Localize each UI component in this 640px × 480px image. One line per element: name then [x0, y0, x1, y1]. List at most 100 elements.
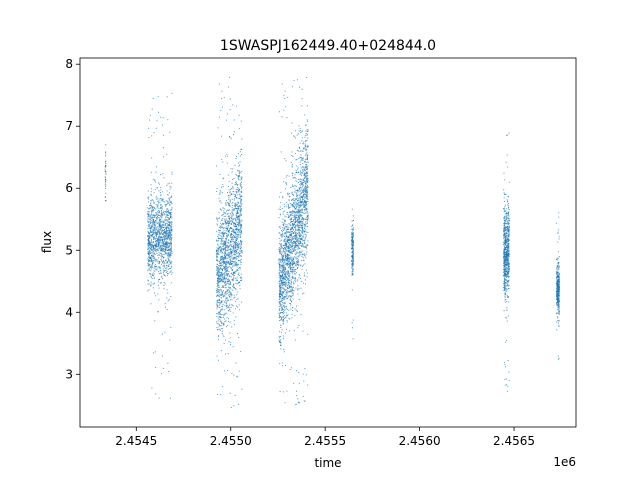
data-point [279, 319, 281, 321]
data-point [222, 264, 224, 266]
data-point [283, 284, 285, 286]
data-point [292, 205, 294, 207]
data-point [305, 253, 307, 255]
data-point [279, 280, 281, 282]
data-point [283, 312, 285, 314]
data-point [216, 269, 218, 271]
data-point [303, 193, 305, 195]
data-point [291, 172, 293, 174]
data-point [153, 282, 155, 284]
data-point [296, 234, 298, 236]
data-point [152, 263, 154, 265]
data-point [279, 306, 281, 308]
data-point [163, 269, 165, 271]
data-point [285, 240, 287, 242]
data-point [228, 232, 230, 234]
data-point [167, 233, 169, 235]
data-point [221, 248, 223, 250]
data-point [218, 271, 220, 273]
data-point [223, 240, 225, 242]
data-point [231, 233, 233, 235]
data-point [239, 268, 241, 270]
data-point [227, 174, 229, 176]
data-point [219, 262, 221, 264]
data-point [293, 214, 295, 216]
data-point [284, 158, 286, 160]
data-point [304, 245, 306, 247]
data-point [228, 242, 230, 244]
data-point [234, 257, 236, 259]
data-point [288, 257, 290, 259]
data-point [157, 236, 159, 238]
data-point [154, 229, 156, 231]
data-point [282, 271, 284, 273]
data-point [303, 179, 305, 181]
data-point [148, 250, 150, 252]
data-point [304, 114, 306, 116]
data-point [235, 232, 237, 234]
data-point [306, 139, 308, 141]
data-point [300, 215, 302, 217]
data-point [169, 212, 171, 214]
data-point [296, 150, 298, 152]
data-point [287, 228, 289, 230]
data-point [148, 237, 150, 239]
data-point [158, 190, 160, 192]
data-point [157, 241, 159, 243]
data-point [288, 263, 290, 265]
data-point [291, 291, 293, 293]
data-point [291, 317, 293, 319]
data-point [159, 239, 161, 241]
data-point [152, 249, 154, 251]
data-point [292, 258, 294, 260]
data-point [161, 232, 163, 234]
data-point [285, 272, 287, 274]
data-point [219, 280, 221, 282]
data-point [225, 247, 227, 249]
data-point [281, 116, 283, 118]
data-point [221, 248, 223, 250]
data-point [218, 281, 220, 283]
data-point [282, 311, 284, 313]
data-point [223, 277, 225, 279]
data-point [153, 232, 155, 234]
data-point [286, 224, 288, 226]
data-point [162, 265, 164, 267]
data-point [154, 220, 156, 222]
data-point [301, 105, 303, 107]
data-point [306, 180, 308, 182]
data-point [239, 231, 241, 233]
data-point [217, 275, 219, 277]
data-point [148, 217, 150, 219]
data-point [150, 246, 152, 248]
data-point [289, 258, 291, 260]
data-point [294, 188, 296, 190]
data-point [240, 206, 242, 208]
data-point [148, 254, 150, 256]
data-point [296, 251, 298, 253]
data-point [229, 291, 231, 293]
data-point [158, 226, 160, 228]
data-point [291, 276, 293, 278]
data-point [289, 195, 291, 197]
data-point [229, 255, 231, 257]
data-point [298, 187, 300, 189]
data-point [304, 143, 306, 145]
data-point [239, 182, 241, 184]
data-point [228, 135, 230, 137]
data-point [224, 266, 226, 268]
data-point [226, 153, 228, 155]
data-point [154, 216, 156, 218]
data-point [165, 248, 167, 250]
data-point [283, 269, 285, 271]
data-point [222, 317, 224, 319]
data-point [296, 239, 298, 241]
data-point [282, 281, 284, 283]
data-point [231, 182, 233, 184]
data-point [302, 229, 304, 231]
data-point [239, 266, 241, 268]
data-point [290, 244, 292, 246]
data-point [294, 244, 296, 246]
data-point [305, 248, 307, 250]
data-point [148, 214, 150, 216]
